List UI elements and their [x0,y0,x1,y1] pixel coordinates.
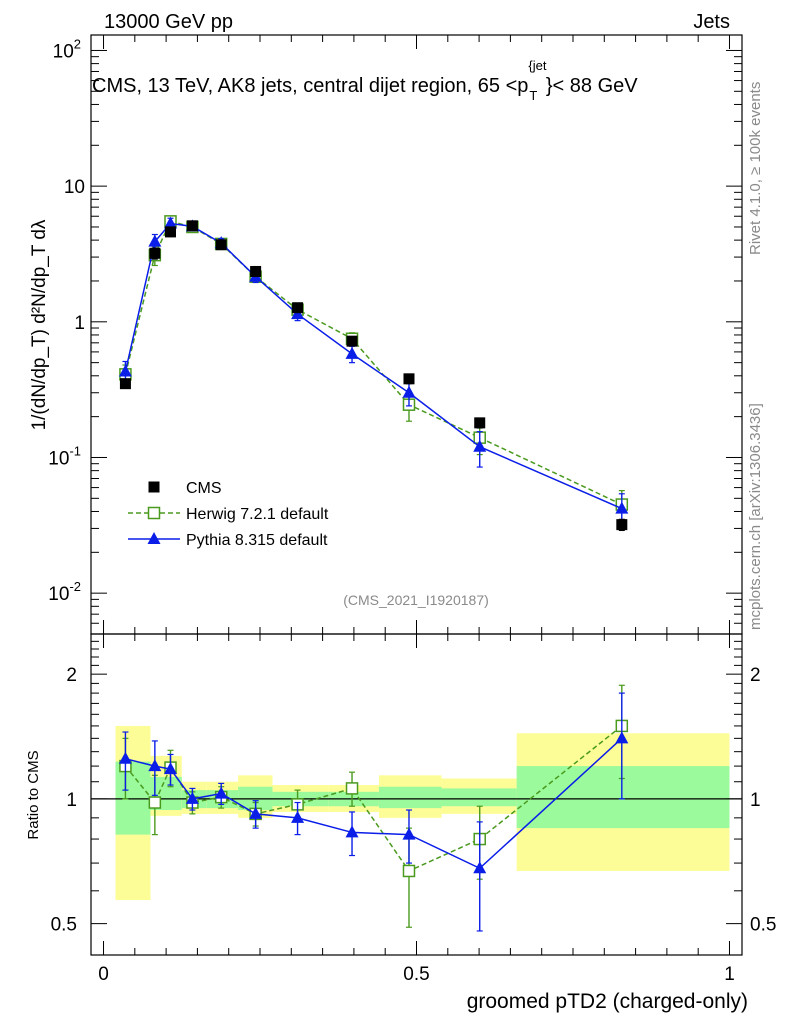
ratio-pythia-point [615,731,629,744]
main-title: CMS, 13 TeV, AK8 jets, central dijet reg… [92,75,528,97]
cms-point [292,302,304,314]
legend-cms-label: CMS [186,480,222,497]
ratio-pythia-point [402,827,416,840]
ratio-pythia-point [148,759,162,772]
beam-label: 13000 GeV pp [104,11,233,33]
cms-point [215,239,227,251]
ratio-pythia-point [345,825,359,838]
ratio-herwig-point [345,782,359,795]
main-panel: 10-2 10-1 1 10 102 [48,34,743,635]
uncertainty-band-inner [115,761,151,835]
ratio-herwig-point [148,796,162,809]
rivet-text: Rivet 4.1.0, ≥ 100k events [747,82,764,255]
title-sup: {jet [528,58,546,73]
pythia-point [402,385,416,398]
ratio-y-axis-label: Ratio to CMS [25,750,42,839]
ratio-ylabel-text: Ratio to CMS [25,750,42,839]
pythia-point [148,234,162,247]
uncertainty-band-inner [378,786,442,809]
legend: CMS Herwig 7.2.1 default Pythia 8.315 defa… [128,480,329,549]
ratio-herwig-point [402,864,416,878]
uncertainty-band-inner [162,776,182,811]
pythia-point [118,364,132,377]
title-suffix: }< 88 GeV [546,75,638,97]
cms-point [149,247,161,259]
mcplots-side-label: mcplots.cern.ch [arXiv:1306.3436] [747,403,764,630]
y-tick-label: 102 [53,36,81,62]
ratio-y-tick-label-right: 2 [750,665,761,686]
pythia-point [163,216,177,229]
legend-cms-marker [148,481,160,493]
title-prefix: CMS, 13 TeV, AK8 jets, central dijet reg… [92,75,528,97]
pythia-point [345,346,359,359]
ratio-y-tick-label: 0.5 [51,915,77,936]
ratio-pythia-point [163,762,177,775]
mcplots-text: mcplots.cern.ch [arXiv:1306.3436] [747,403,764,630]
cms-point [616,519,628,531]
pythia-point [615,501,629,514]
analysis-id: (CMS_2021_I1920187) [343,592,489,608]
y-tick-label: 1 [74,313,85,334]
x-tick-label: 0 [98,964,109,985]
cms-point [119,378,131,390]
x-axis-label: groomed pTD2 (charged-only) [467,990,748,1013]
cms-point [346,335,358,347]
pythia-line [124,222,623,510]
x-tick-label: 0.5 [403,964,429,985]
y-tick-label: 10 [64,177,85,198]
cms-point [250,265,262,277]
x-tick-label: 1 [724,964,735,985]
uncertainty-band-inner [516,766,730,829]
herwig-line [124,220,623,506]
ratio-pythia-point [185,791,199,804]
legend-pythia-marker [147,532,161,544]
pythia-point [473,439,487,452]
ratio-pythia-point [118,751,132,764]
ratio-pythia-point [291,810,305,823]
ratio-y-tick-label: 2 [66,665,77,686]
rivet-side-label: Rivet 4.1.0, ≥ 100k events [747,82,764,255]
legend-herwig-marker [147,506,161,520]
y-tick-label: 10-1 [48,443,81,469]
title-sub: T [529,88,537,103]
cms-point [403,373,415,385]
ratio-pythia-point [249,806,263,819]
ratio-pythia-point [473,861,487,874]
ratio-y-tick-label-right: 1 [750,790,761,811]
cms-point [164,226,176,238]
ratio-y-tick-label-right: 0.5 [750,915,776,936]
category-label: Jets [693,11,730,33]
legend-herwig-label: Herwig 7.2.1 default [186,506,329,523]
uncertainty-band-inner [441,788,517,807]
main-y-axis-label: 1/(dN/dp_T) d²N/dp_T dλ [29,219,50,430]
main-ylabel-text: 1/(dN/dp_T) d²N/dp_T dλ [29,219,50,430]
ratio-y-tick-label: 1 [66,790,77,811]
y-tick-label: 10-2 [48,579,81,605]
cms-point [474,417,486,429]
legend-pythia-label: Pythia 8.315 default [186,532,328,549]
cms-point [186,220,198,232]
ratio-pythia-point [214,786,228,799]
ratio-panel: 0.5 0.5 1 1 2 2 0 0.5 1 [51,633,776,985]
